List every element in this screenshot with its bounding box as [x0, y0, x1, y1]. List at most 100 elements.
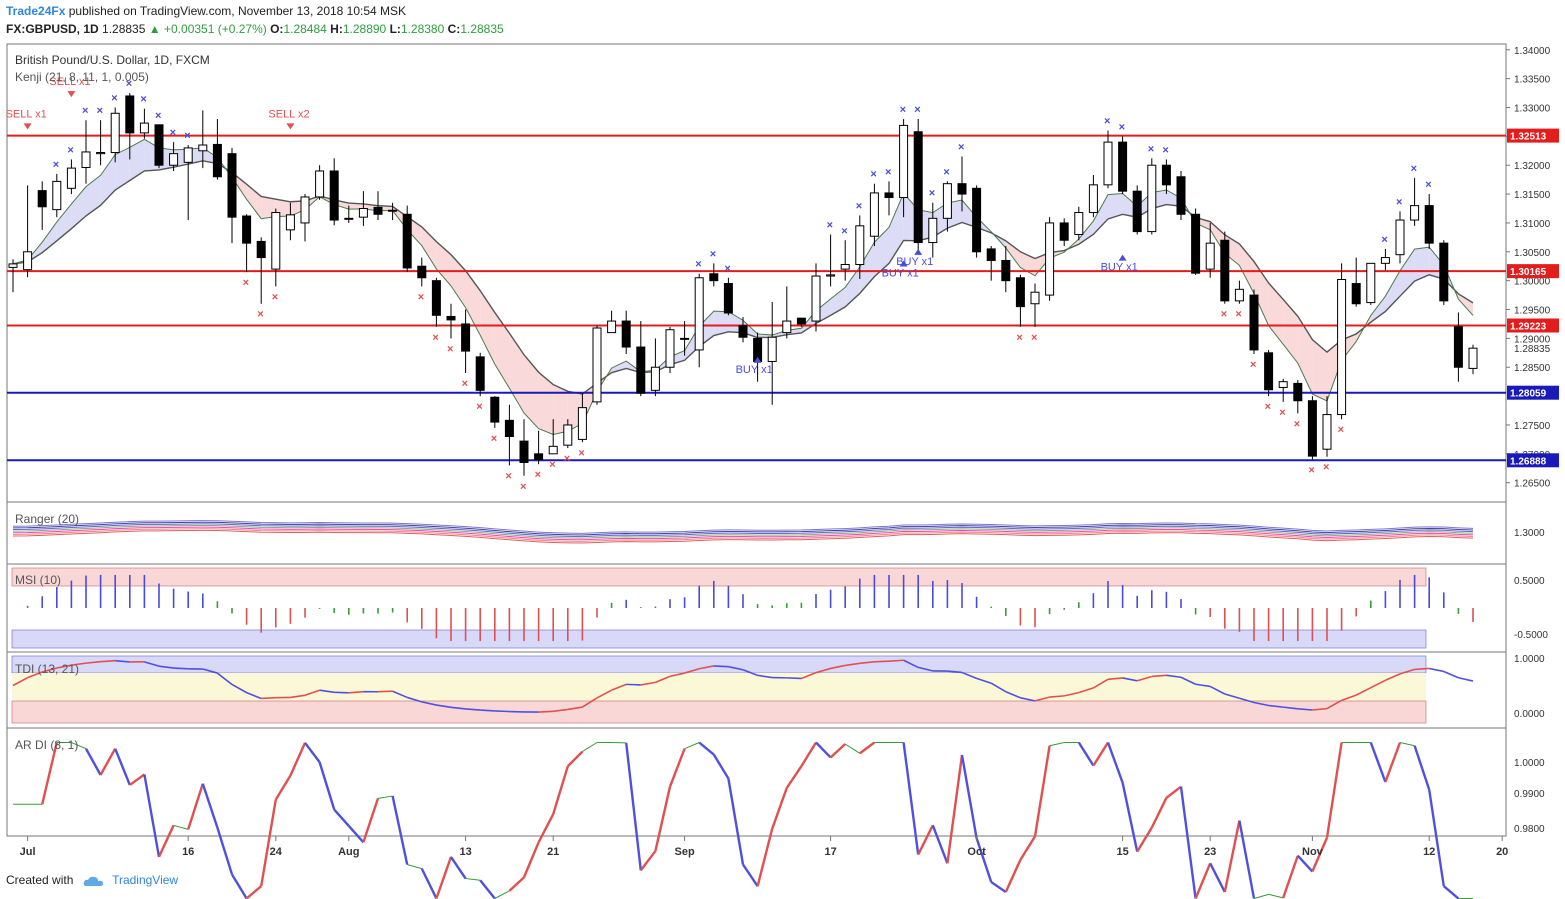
tdi-line-segment	[1034, 696, 1050, 702]
price-tag-bg	[1507, 264, 1559, 279]
symbol: FX:GBPUSD, 1D	[6, 22, 99, 36]
tdi-line-segment	[480, 709, 495, 712]
kenji-cloud-segment	[115, 147, 130, 190]
close-value: 1.28835	[460, 22, 504, 36]
sell-signal-label: SELL x2	[268, 108, 309, 120]
tdi-line-segment	[100, 659, 116, 663]
tdi-line-segment	[1078, 687, 1094, 694]
y-tick-label: 1.0000	[1514, 758, 1545, 769]
ardi-line-segment	[1092, 741, 1110, 767]
candle-body	[665, 329, 675, 368]
tdi-line-segment	[1385, 673, 1401, 682]
ardi-line-segment	[1238, 820, 1256, 899]
y-tick-label: 1.33000	[1514, 103, 1551, 114]
tdi-line-segment	[699, 665, 714, 670]
tradingview-cloud-icon	[83, 876, 103, 886]
tdi-line-segment	[786, 677, 802, 680]
y-tick-label: 1.28500	[1514, 363, 1551, 374]
buy-cross-icon: ×	[841, 225, 847, 237]
ardi-line-segment	[1033, 745, 1051, 837]
candle-body	[1380, 257, 1390, 264]
kenji-cloud-segment	[348, 203, 364, 210]
buy-cross-icon: ×	[695, 259, 701, 271]
candle-body	[723, 283, 733, 314]
sell-cross-icon: ×	[243, 277, 249, 289]
price-tags-layer: 1.32513 1.30165 1.29223 1.28059 1.26888 1.288…	[1507, 128, 1559, 468]
publisher-name[interactable]: Trade24Fx	[6, 4, 66, 18]
sell-cross-icon: ×	[432, 332, 438, 344]
x-tick-label: 23	[1204, 846, 1216, 858]
candle-body	[1059, 222, 1069, 241]
current-price-label: 1.28835	[1514, 344, 1551, 355]
ardi-line-segment	[347, 825, 365, 844]
sell-cross-icon: ×	[272, 291, 278, 303]
ardi-line-segment	[742, 863, 759, 887]
ardi-line-segment	[1443, 885, 1460, 899]
tdi-line-segment	[815, 667, 831, 674]
price-tag-label: 1.30165	[1510, 267, 1547, 278]
buy-cross-icon: ×	[1396, 196, 1402, 208]
sell-cross-icon: ×	[1323, 462, 1329, 474]
open-label: O:	[270, 22, 284, 36]
candle-body	[942, 183, 952, 219]
tdi-line-segment	[859, 661, 875, 665]
tradingview-brand-link[interactable]: TradingView	[112, 873, 179, 887]
ardi-line-segment	[756, 828, 774, 887]
ardi-line-segment	[71, 742, 87, 750]
candle-body	[607, 320, 617, 334]
ardi-line-segment	[946, 754, 964, 864]
candle-body	[1001, 259, 1011, 282]
buy-cross-icon: ×	[1148, 143, 1154, 155]
ardi-line-segment	[260, 799, 277, 887]
tdi-line-segment	[1049, 695, 1065, 698]
ardi-line-segment	[450, 856, 467, 880]
open-value: 1.28484	[283, 22, 327, 36]
kenji-cloud-segment	[1297, 316, 1313, 395]
tdi-line-segment	[406, 696, 423, 703]
candle-body	[212, 143, 222, 178]
candle-body	[388, 209, 398, 212]
y-tick-label: 0.9800	[1514, 824, 1545, 835]
ardi-line-segment	[829, 743, 847, 759]
ranger-line	[12, 528, 1474, 542]
buy-cross-icon: ×	[1411, 163, 1417, 175]
ardi-line-segment	[859, 741, 876, 755]
buy-cross-icon: ×	[1162, 144, 1168, 156]
candle-body	[534, 453, 544, 461]
sell-cross-icon: ×	[549, 459, 555, 471]
ardi-line-segment	[522, 841, 540, 878]
sell-cross-icon: ×	[257, 309, 263, 321]
tdi-line-segment	[801, 671, 817, 680]
candle-body	[256, 240, 266, 259]
candle-body	[1278, 381, 1288, 388]
ardi-line-segment	[800, 741, 818, 767]
ardi-line-segment	[1223, 820, 1241, 893]
y-tick-label: 1.30000	[1514, 277, 1551, 288]
tdi-line-segment	[581, 697, 598, 708]
tdi-line-segment	[728, 665, 744, 671]
tdi-line-segment	[640, 681, 656, 686]
low-label: L:	[389, 22, 401, 36]
tdi-line-segment	[830, 664, 846, 670]
candle-body	[592, 327, 602, 403]
buy-cross-icon: ×	[53, 159, 59, 171]
ardi-line-segment	[684, 742, 700, 750]
sell-cross-icon: ×	[1279, 407, 1285, 419]
msi-label: MSI (10)	[15, 573, 61, 587]
candle-body	[767, 336, 777, 362]
candle-body	[1161, 164, 1171, 186]
buy-arrow-icon	[1118, 254, 1127, 261]
buy-cross-icon: ×	[170, 127, 176, 139]
tdi-line-segment	[1005, 690, 1021, 699]
kenji-cloud-segment	[1312, 339, 1327, 401]
x-tick-label: 24	[270, 846, 283, 858]
candle-body	[271, 212, 281, 270]
ardi-line-segment	[201, 783, 219, 829]
ardi-line-segment	[975, 837, 993, 883]
tdi-line-segment	[1312, 707, 1328, 711]
candle-body	[840, 263, 850, 270]
ardi-line-segment	[1019, 835, 1037, 861]
y-tick-label: 1.27500	[1514, 421, 1551, 432]
tdi-line-segment	[115, 659, 130, 663]
